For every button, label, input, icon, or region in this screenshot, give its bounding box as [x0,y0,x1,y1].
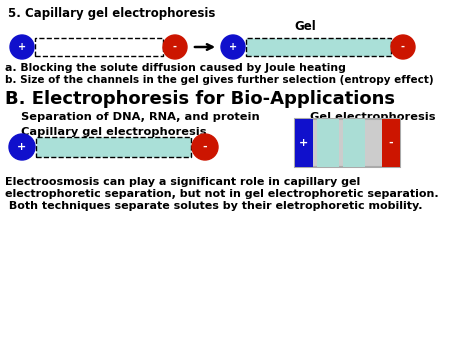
Text: B. Electrophoresis for Bio-Applications: B. Electrophoresis for Bio-Applications [5,90,395,108]
Bar [317,119,339,167]
Text: Gel: Gel [294,20,316,33]
Text: +: + [18,42,26,52]
Text: -: - [173,42,177,52]
Text: +: + [300,138,309,148]
Text: 5. Capillary gel electrophoresis: 5. Capillary gel electrophoresis [8,7,215,20]
Ellipse shape [9,134,35,160]
Bar [295,119,400,167]
Circle shape [391,35,415,59]
Text: Capillary gel electrophoresis: Capillary gel electrophoresis [5,127,207,137]
Ellipse shape [192,134,218,160]
Text: +: + [229,42,237,52]
Bar [295,119,313,167]
Bar [343,119,365,167]
Bar [382,119,400,167]
Circle shape [221,35,245,59]
Text: Separation of DNA, RNA, and protein: Separation of DNA, RNA, and protein [5,112,260,122]
Text: Both techniques separate solutes by their eletrophoretic mobility.: Both techniques separate solutes by thei… [5,201,422,211]
Text: -: - [401,42,405,52]
Bar [35,38,163,56]
Bar [246,38,391,56]
Text: electrophoretic separation, but not in gel electrophoretic separation.: electrophoretic separation, but not in g… [5,189,438,199]
Circle shape [163,35,187,59]
Text: -: - [389,138,393,148]
Text: b. Size of the channels in the gel gives further selection (entropy effect): b. Size of the channels in the gel gives… [5,75,434,85]
Text: -: - [203,142,207,152]
Text: Gel electrophoresis: Gel electrophoresis [310,112,436,122]
Bar [36,137,191,157]
Circle shape [10,35,34,59]
Text: a. Blocking the solute diffusion caused by Joule heating: a. Blocking the solute diffusion caused … [5,63,346,73]
Text: Electroosmosis can play a significant role in capillary gel: Electroosmosis can play a significant ro… [5,177,360,187]
Text: +: + [18,142,27,152]
